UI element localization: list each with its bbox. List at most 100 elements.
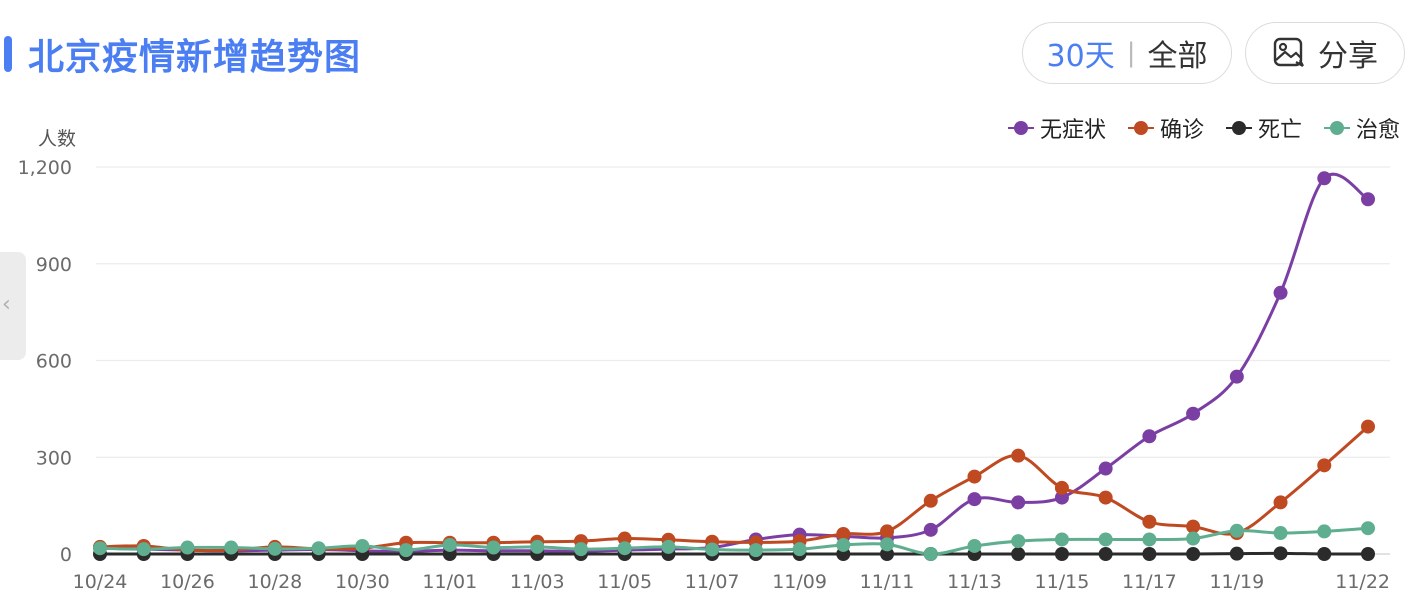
data-point-3 [923, 547, 938, 561]
chart-legend: 无症状 确诊 死亡 治愈 [1007, 112, 1400, 144]
x-tick-label: 11/07 [685, 571, 740, 593]
data-point-3 [1186, 531, 1201, 546]
data-point-3 [705, 542, 720, 557]
data-point-0 [1098, 461, 1113, 476]
data-point-3 [1273, 526, 1288, 541]
data-point-3 [1317, 524, 1332, 539]
data-point-0 [1273, 285, 1288, 300]
data-point-1 [1098, 490, 1113, 505]
page-title: 北京疫情新增趋势图 [28, 37, 362, 78]
data-point-3 [967, 538, 982, 553]
legend-label: 确诊 [1159, 118, 1204, 143]
range-30-days-option[interactable]: 30天 [1046, 39, 1115, 74]
y-tick-label: 600 [36, 351, 72, 373]
y-tick-label: 300 [36, 447, 72, 469]
share-label: 分享 [1318, 39, 1378, 74]
data-point-0 [1142, 429, 1157, 444]
x-tick-label: 11/05 [597, 571, 652, 593]
data-point-3 [617, 541, 632, 556]
range-all-option[interactable]: 全部 [1147, 39, 1208, 74]
data-point-0 [1229, 369, 1244, 384]
data-point-2 [1186, 547, 1201, 561]
legend-label: 死亡 [1257, 118, 1302, 143]
data-point-3 [573, 542, 588, 557]
legend-item[interactable]: 治愈 [1323, 112, 1400, 144]
data-point-3 [1142, 532, 1157, 547]
legend-item[interactable]: 无症状 [1007, 112, 1106, 144]
y-axis-label: 人数 [38, 128, 77, 150]
x-tick-label: 11/11 [860, 571, 915, 593]
data-point-1 [1011, 448, 1026, 463]
data-point-0 [1361, 192, 1375, 207]
x-tick-label: 11/19 [1209, 571, 1264, 593]
data-point-2 [1361, 547, 1375, 561]
title-accent-bar [4, 36, 12, 72]
data-point-2 [1011, 547, 1026, 561]
data-point-3 [355, 538, 370, 553]
legend-label: 治愈 [1355, 118, 1400, 143]
legend-label: 无症状 [1039, 118, 1106, 143]
data-point-0 [967, 492, 982, 507]
data-point-3 [267, 541, 282, 556]
x-tick-label: 11/22 [1335, 571, 1390, 593]
data-point-3 [399, 543, 414, 558]
x-tick-label: 11/03 [510, 571, 565, 593]
data-point-3 [1229, 523, 1244, 538]
legend-swatch [1007, 121, 1034, 135]
data-point-1 [923, 493, 938, 508]
legend-swatch [1225, 121, 1252, 135]
data-point-2 [1142, 547, 1157, 561]
series-line-1 [99, 425, 1369, 553]
data-point-1 [617, 531, 632, 546]
data-point-0 [1054, 490, 1069, 505]
x-tick-label: 10/26 [160, 571, 215, 593]
data-point-3 [1361, 521, 1375, 536]
data-point-3 [792, 542, 807, 557]
side-collapse-handle[interactable]: ‹ [0, 252, 26, 360]
data-point-3 [1054, 532, 1069, 547]
x-tick-label: 11/17 [1122, 571, 1177, 593]
x-tick-label: 11/01 [422, 571, 477, 593]
data-point-1 [967, 469, 982, 484]
legend-swatch [1323, 121, 1350, 135]
data-point-3 [224, 540, 239, 555]
x-tick-label: 10/24 [73, 571, 128, 593]
data-point-3 [661, 539, 676, 554]
data-point-1 [836, 527, 851, 542]
data-point-2 [1054, 547, 1069, 561]
y-tick-label: 900 [36, 254, 72, 276]
share-button[interactable]: 分享 [1245, 22, 1405, 84]
data-point-2 [1229, 546, 1244, 561]
data-point-3 [180, 540, 195, 555]
data-point-2 [1317, 547, 1332, 561]
x-tick-label: 11/13 [947, 571, 1002, 593]
data-point-1 [880, 524, 895, 539]
y-tick-label: 0 [60, 544, 72, 566]
y-tick-label: 1,200 [18, 157, 72, 179]
data-point-0 [1011, 495, 1026, 510]
data-point-2 [880, 547, 895, 561]
data-point-0 [923, 522, 938, 537]
legend-item[interactable]: 确诊 [1127, 112, 1204, 144]
data-point-0 [1317, 171, 1332, 186]
data-point-3 [880, 537, 895, 552]
series-line-0 [99, 172, 1369, 553]
data-point-3 [442, 537, 457, 552]
data-point-3 [530, 539, 545, 554]
data-point-3 [1098, 532, 1113, 547]
data-point-1 [1317, 458, 1332, 473]
data-point-1 [1054, 480, 1069, 495]
legend-item[interactable]: 死亡 [1225, 112, 1302, 144]
chevron-left-icon: ‹ [2, 292, 11, 317]
data-point-3 [748, 543, 763, 558]
data-point-3 [1011, 534, 1026, 549]
data-point-2 [1273, 546, 1288, 561]
legend-swatch [1127, 121, 1154, 135]
series-line-2 [100, 551, 1369, 556]
data-point-1 [1142, 514, 1157, 529]
data-point-3 [311, 541, 326, 556]
data-point-1 [1361, 419, 1375, 434]
data-point-0 [1186, 406, 1201, 421]
range-toggle[interactable]: 30天 | 全部 [1022, 22, 1232, 84]
